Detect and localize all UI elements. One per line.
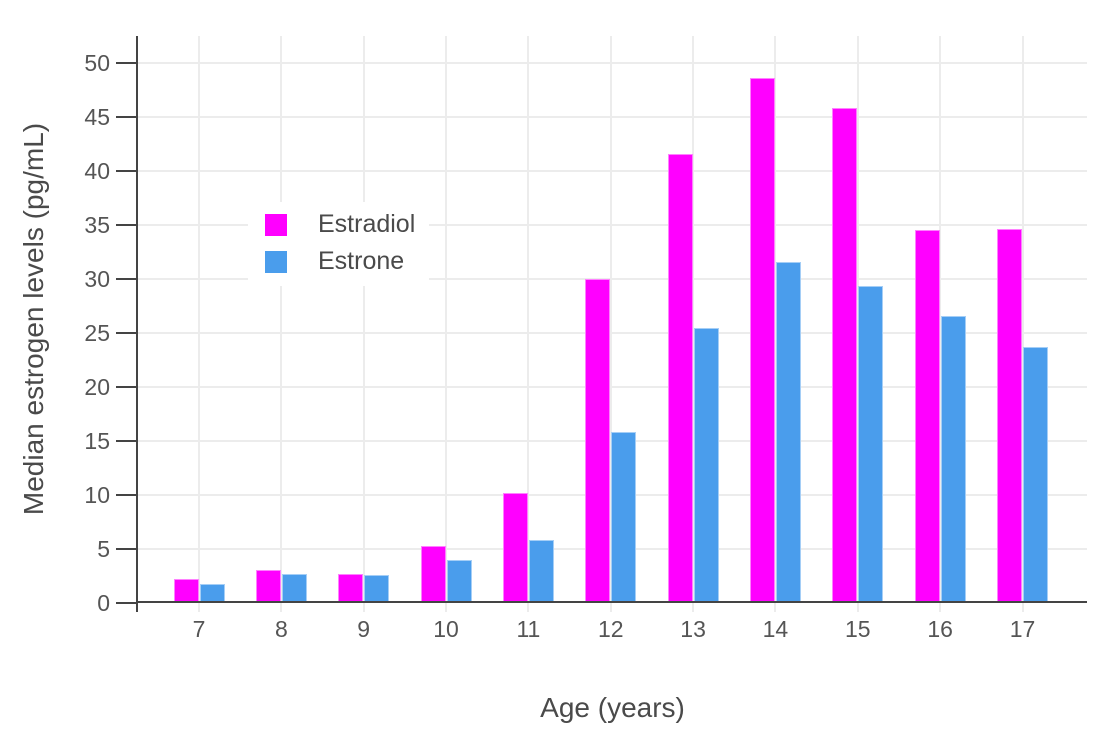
y-tick-0 (116, 602, 138, 604)
legend-label-estrone: Estrone (318, 247, 405, 275)
x-tick-11 (527, 603, 530, 612)
legend-swatch-estrone-icon (265, 250, 287, 273)
legend-item-estradiol[interactable]: Estradiol (248, 206, 415, 243)
bar-estradiol-age-17 (997, 229, 1022, 603)
bar-estrone-age-12 (611, 432, 637, 603)
x-tick-label-10: 10 (433, 616, 459, 642)
bar-estradiol-age-7 (173, 579, 199, 603)
y-tick-label-25: 25 (84, 320, 110, 346)
y-tick-40 (116, 170, 138, 172)
x-tick-9 (362, 603, 365, 612)
x-tick-label-13: 13 (680, 616, 706, 642)
bar-estradiol-age-15 (832, 108, 858, 603)
bar-estrone-age-10 (446, 559, 472, 603)
bar-estrone-age-8 (281, 573, 307, 603)
v-gridline-14 (774, 36, 777, 603)
x-tick-label-11: 11 (516, 616, 541, 642)
v-gridline-8 (280, 36, 283, 603)
bar-estradiol-age-16 (914, 230, 940, 603)
h-gridline-45 (138, 116, 1087, 118)
y-tick-label-5: 5 (97, 536, 110, 562)
y-axis-line (136, 36, 138, 612)
bar-estrone-age-9 (364, 574, 390, 603)
bar-estradiol-age-13 (667, 153, 693, 603)
x-tick-17 (1021, 603, 1024, 612)
x-tick-14 (774, 603, 777, 612)
x-axis-line (138, 601, 1087, 603)
x-tick-label-15: 15 (845, 616, 871, 642)
h-gridline-40 (138, 170, 1087, 172)
x-tick-15 (856, 603, 859, 612)
v-gridline-11 (527, 36, 530, 603)
legend: Estradiol Estrone (248, 202, 430, 286)
bar-estradiol-age-11 (502, 492, 528, 603)
bar-estrone-age-15 (858, 285, 884, 603)
h-gridline-35 (138, 224, 1087, 226)
y-tick-5 (116, 548, 138, 550)
y-tick-label-30: 30 (84, 266, 110, 292)
y-tick-label-15: 15 (84, 428, 110, 454)
x-tick-7 (198, 603, 200, 612)
bar-estrone-age-16 (940, 315, 966, 603)
plot-area (138, 36, 1087, 603)
legend-item-estrone[interactable]: Estrone (248, 243, 415, 280)
v-gridline-9 (362, 36, 365, 603)
v-gridline-15 (856, 36, 859, 603)
bar-estrone-age-17 (1023, 347, 1048, 603)
x-tick-12 (609, 603, 612, 612)
h-gridline-50 (138, 62, 1087, 64)
y-tick-label-40: 40 (84, 158, 110, 184)
h-gridline-30 (138, 278, 1087, 280)
v-gridline-12 (609, 36, 612, 603)
y-tick-label-35: 35 (84, 212, 110, 238)
y-tick-15 (116, 440, 138, 442)
x-tick-label-16: 16 (927, 616, 953, 642)
x-tick-label-8: 8 (274, 616, 288, 642)
x-tick-label-9: 9 (357, 616, 371, 642)
h-gridline-25 (138, 332, 1087, 334)
x-tick-label-17: 17 (1009, 616, 1036, 642)
v-gridline-17 (1021, 36, 1024, 603)
y-tick-45 (116, 116, 138, 118)
v-gridline-13 (692, 36, 695, 603)
y-tick-label-10: 10 (84, 482, 110, 508)
x-tick-13 (692, 603, 695, 612)
y-tick-30 (116, 278, 138, 280)
v-gridline-10 (445, 36, 448, 603)
bar-estrone-age-14 (775, 261, 801, 603)
y-tick-label-50: 50 (84, 50, 110, 76)
v-gridline-16 (939, 36, 942, 603)
bar-estradiol-age-10 (420, 545, 446, 603)
bar-estradiol-age-9 (338, 573, 364, 603)
legend-label-estradiol: Estradiol (318, 210, 416, 238)
x-tick-10 (445, 603, 448, 612)
h-gridline-20 (138, 386, 1087, 388)
v-gridline-7 (198, 36, 200, 603)
y-tick-35 (116, 224, 138, 226)
y-tick-label-45: 45 (84, 104, 110, 130)
y-tick-20 (116, 386, 138, 388)
y-tick-label-0: 0 (97, 590, 110, 616)
bar-estradiol-age-14 (749, 78, 775, 603)
x-tick-label-14: 14 (762, 616, 789, 642)
x-tick-label-7: 7 (192, 616, 206, 642)
x-tick-16 (939, 603, 942, 612)
bar-estradiol-age-8 (255, 569, 281, 603)
bar-estradiol-age-12 (585, 279, 611, 603)
y-tick-10 (116, 494, 138, 496)
y-tick-50 (116, 62, 138, 64)
x-tick-8 (280, 603, 283, 612)
bar-estrone-age-7 (199, 583, 225, 603)
x-axis-title: Age (years) (540, 692, 685, 723)
legend-swatch-estradiol-icon (265, 213, 287, 236)
bar-estrone-age-11 (528, 540, 554, 603)
x-tick-label-12: 12 (597, 616, 624, 642)
bar-estrone-age-13 (693, 327, 719, 603)
y-tick-label-20: 20 (84, 374, 110, 400)
y-tick-25 (116, 332, 138, 334)
